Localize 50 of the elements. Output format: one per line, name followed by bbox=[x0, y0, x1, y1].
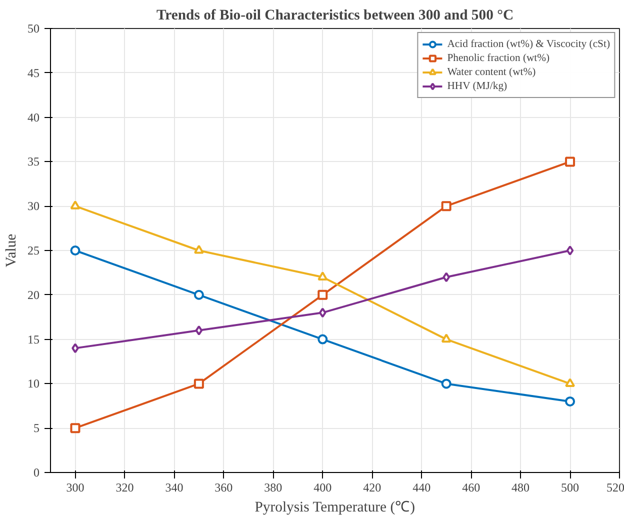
x-tick-label: 380 bbox=[264, 480, 282, 494]
legend-label: HHV (MJ/kg) bbox=[447, 80, 508, 93]
y-tick-label: 45 bbox=[28, 66, 40, 80]
y-tick-label: 20 bbox=[28, 288, 40, 302]
x-tick-label: 480 bbox=[512, 480, 530, 494]
x-tick-label: 440 bbox=[412, 480, 431, 494]
x-tick-label: 360 bbox=[214, 480, 233, 494]
x-tick-label: 500 bbox=[561, 480, 580, 494]
y-tick-label: 40 bbox=[28, 110, 40, 124]
x-axis-title: Pyrolysis Temperature (℃) bbox=[254, 500, 416, 516]
y-tick-label: 5 bbox=[34, 421, 40, 436]
point bbox=[441, 334, 452, 343]
point bbox=[566, 246, 574, 256]
legend-label: Acid fraction (wt%) & Viscocity (cSt) bbox=[447, 38, 610, 51]
y-axis-title: Value bbox=[4, 234, 20, 268]
point bbox=[70, 423, 80, 434]
y-tick-label: 15 bbox=[28, 332, 40, 346]
point bbox=[318, 272, 328, 280]
point bbox=[72, 343, 79, 354]
chart-title: Trends of Bio-oil Characteristics between 300 and 500 °C bbox=[156, 8, 514, 24]
y-tick-label: 10 bbox=[28, 376, 40, 391]
point bbox=[194, 290, 204, 300]
point bbox=[194, 378, 204, 389]
x-tick-label: 400 bbox=[314, 480, 332, 494]
legend-label: Phenolic fraction (wt%) bbox=[447, 52, 550, 65]
point bbox=[318, 334, 328, 344]
y-tick-label: 0 bbox=[34, 466, 40, 480]
point bbox=[441, 201, 452, 212]
x-tick-label: 520 bbox=[606, 480, 624, 494]
point bbox=[194, 244, 204, 254]
point bbox=[318, 290, 328, 300]
x-tick-label: 460 bbox=[462, 480, 480, 494]
y-tick-label: 25 bbox=[28, 244, 40, 258]
point bbox=[565, 378, 576, 388]
legend-label: Water content (wt%) bbox=[447, 66, 536, 79]
point bbox=[565, 396, 576, 406]
x-tick-label: 320 bbox=[116, 480, 134, 494]
point bbox=[442, 272, 450, 282]
x-tick-label: 340 bbox=[165, 480, 184, 494]
x-tick-label: 300 bbox=[66, 480, 84, 494]
point bbox=[195, 325, 203, 336]
point bbox=[565, 156, 576, 167]
point bbox=[441, 378, 452, 389]
y-tick-label: 30 bbox=[28, 199, 40, 214]
y-tick-label: 35 bbox=[28, 154, 40, 169]
y-tick-label: 50 bbox=[28, 22, 40, 36]
point bbox=[318, 308, 326, 318]
point bbox=[70, 246, 80, 256]
point bbox=[70, 200, 80, 210]
x-tick-label: 420 bbox=[363, 480, 382, 494]
